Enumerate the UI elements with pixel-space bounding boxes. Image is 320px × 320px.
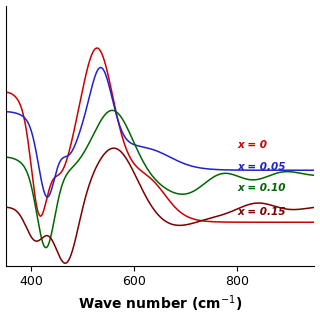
Text: x = 0.10: x = 0.10: [237, 183, 286, 193]
Text: x = 0.05: x = 0.05: [237, 162, 286, 172]
Text: x = 0.15: x = 0.15: [237, 207, 286, 218]
Text: x = 0: x = 0: [237, 140, 267, 150]
X-axis label: Wave number (cm$^{-1}$): Wave number (cm$^{-1}$): [78, 294, 242, 315]
